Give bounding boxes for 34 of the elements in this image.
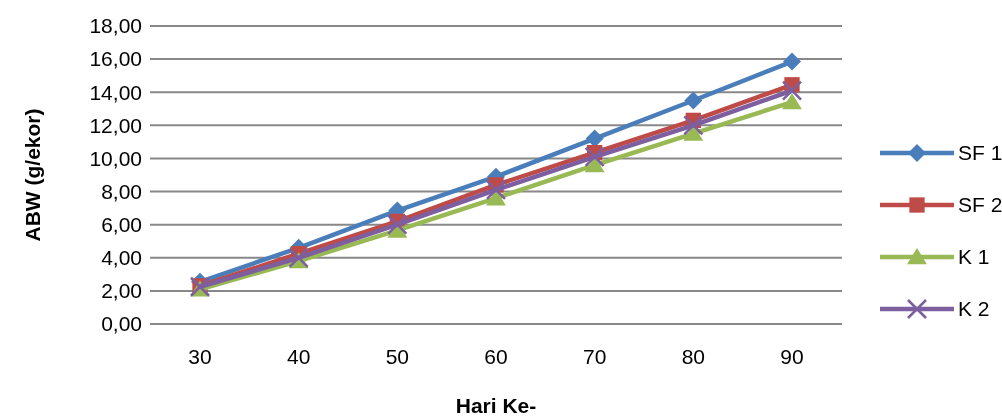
x-tick-label: 60 [484,345,508,368]
point [781,80,803,101]
y-tick-label: 6,00 [101,213,142,237]
point [584,146,605,168]
y-tick-label: 2,00 [101,279,142,303]
y-tick-label: 14,00 [89,80,142,104]
x-tick-label: 70 [582,345,607,368]
y-tick-label: 4,00 [101,246,142,270]
x-tick-label: 80 [681,345,706,368]
x-tick-label: 30 [188,345,212,368]
x-tick-label: 50 [385,345,410,368]
y-tick-label: 0,00 [101,312,142,336]
point [684,91,703,110]
point [783,52,801,71]
x-axis-title: Hari Ke- [455,394,537,417]
legend-label: SF 2 [958,193,1002,217]
point [683,115,704,136]
legend-label: SF 1 [958,141,1002,165]
x-tick-label: 90 [780,345,804,368]
y-axis-title: ABW (g/ekor) [21,108,44,242]
point [486,189,506,206]
y-tick-label: 10,00 [89,146,142,170]
point [782,93,802,110]
y-tick-label: 8,00 [101,179,142,203]
legend-label: K 1 [958,245,990,269]
legend-label: K 2 [958,297,990,321]
point [584,156,605,173]
y-tick-label: 16,00 [89,47,142,71]
y-tick-label: 12,00 [89,113,142,137]
point [288,247,309,269]
y-tick-label: 18,00 [89,14,142,38]
point [485,179,507,201]
point [387,214,408,235]
x-tick-label: 40 [286,345,311,368]
